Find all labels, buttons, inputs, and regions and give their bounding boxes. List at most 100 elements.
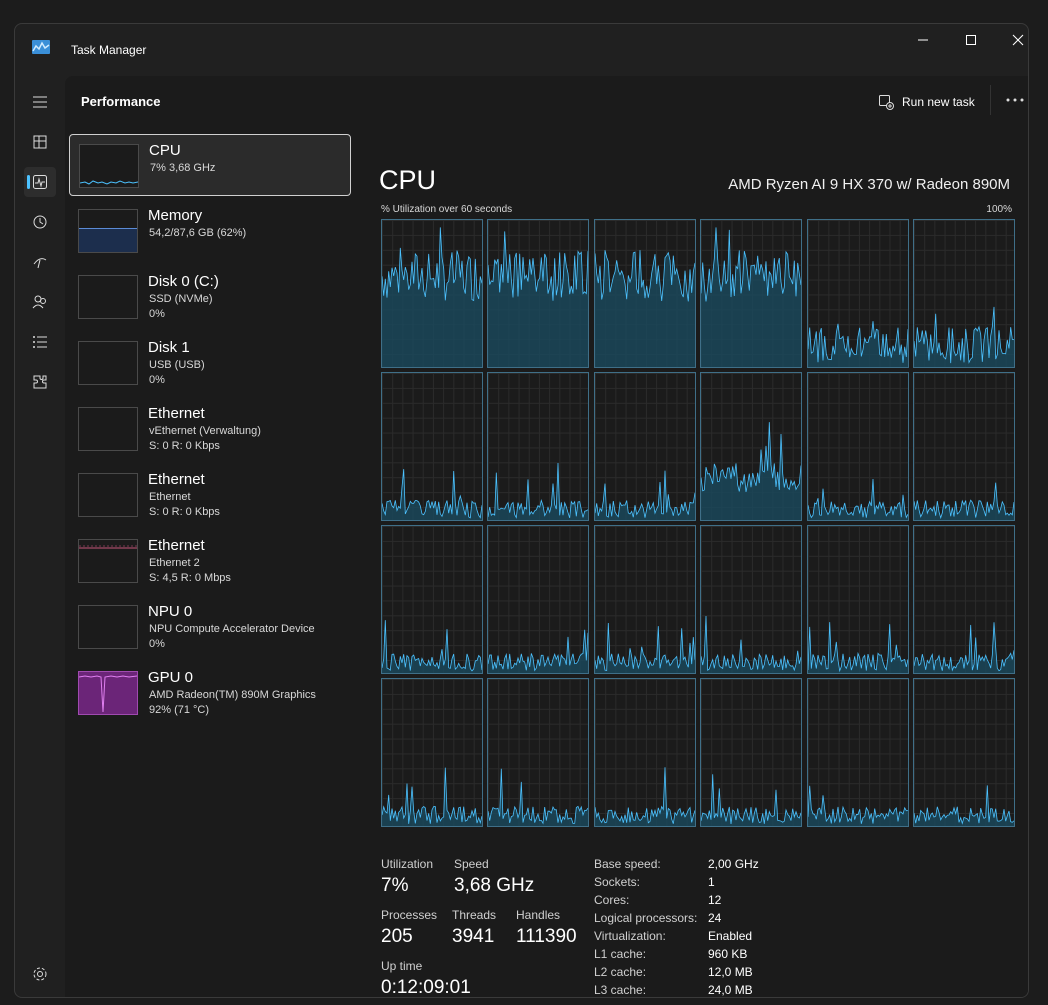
device-disk-0[interactable]: Disk 0 (C:) SSD (NVMe) 0% <box>69 266 351 328</box>
utilization-area <box>382 620 482 673</box>
spec-label: L1 cache: <box>594 947 647 961</box>
device-thumbnail <box>78 275 138 319</box>
utilization-area <box>382 767 482 826</box>
app-history-icon[interactable] <box>24 207 56 237</box>
performance-icon[interactable] <box>24 167 56 197</box>
utilization-line <box>382 620 482 671</box>
device-thumbnail <box>78 671 138 715</box>
utilization-line <box>488 630 588 671</box>
device-list: CPU 7% 3,68 GHz Memory 54,2/87,6 GB (62%… <box>69 134 351 728</box>
device-value: 0% <box>149 374 165 386</box>
spec-value: 2,00 GHz <box>708 857 759 871</box>
handles-value: 111390 <box>516 926 577 947</box>
device-ethernet-vethernet[interactable]: Ethernet vEthernet (Verwaltung) S: 0 R: … <box>69 398 351 460</box>
device-value: 0% <box>149 638 165 650</box>
utilization-line <box>914 785 1014 823</box>
device-name: Ethernet <box>148 405 205 422</box>
minimize-button[interactable] <box>900 24 946 56</box>
processor-graph <box>913 219 1015 368</box>
maximize-icon <box>966 35 976 45</box>
spec-value: 1 <box>708 875 715 889</box>
users-icon[interactable] <box>24 287 56 317</box>
threads-label: Threads <box>452 908 497 922</box>
utilization-line <box>914 483 1014 518</box>
spec-value: 960 KB <box>708 947 748 961</box>
speed-value: 3,68 GHz <box>454 875 535 896</box>
utilization-area <box>914 785 1014 826</box>
processor-graph <box>806 372 909 521</box>
utilization-area <box>807 479 908 520</box>
run-new-task-label: Run new task <box>902 95 975 109</box>
utilization-line <box>914 307 1014 363</box>
services-icon[interactable] <box>24 367 56 397</box>
device-thumbnail <box>78 341 138 385</box>
device-disk-1[interactable]: Disk 1 USB (USB) 0% <box>69 332 351 394</box>
device-thumbnail <box>78 539 138 583</box>
run-new-task-button[interactable]: Run new task <box>878 91 975 113</box>
header-separator <box>990 85 991 115</box>
hamburger-menu-icon[interactable] <box>24 87 56 117</box>
device-value: S: 0 R: 0 Kbps <box>149 440 220 452</box>
device-memory[interactable]: Memory 54,2/87,6 GB (62%) <box>69 200 351 262</box>
spec-label: Virtualization: <box>594 929 666 943</box>
utilization-area <box>594 622 695 673</box>
utilization-line <box>808 622 908 671</box>
startup-apps-icon[interactable] <box>24 247 56 277</box>
processor-graph <box>700 525 803 674</box>
processor-graph <box>593 372 696 521</box>
device-name: Ethernet <box>148 537 205 554</box>
utilization-line <box>701 774 801 824</box>
uptime-label: Up time <box>381 959 423 973</box>
processor-graph <box>487 219 590 368</box>
utilization-area <box>382 227 482 367</box>
spec-label: Base speed: <box>594 857 661 871</box>
utilization-line <box>488 231 588 300</box>
page-header: Performance Run new task <box>65 76 1028 124</box>
device-cpu[interactable]: CPU 7% 3,68 GHz <box>69 134 351 196</box>
minimize-icon <box>918 39 928 41</box>
spec-label: L2 cache: <box>594 965 647 979</box>
maximize-button[interactable] <box>948 24 994 56</box>
utilization-value: 7% <box>381 875 409 896</box>
device-value: 92% (71 °C) <box>149 704 210 716</box>
close-button[interactable] <box>995 24 1028 56</box>
utilization-line <box>595 471 695 518</box>
utilization-line <box>808 786 908 824</box>
utilization-area <box>914 622 1014 673</box>
cpu-title: CPU <box>379 165 437 195</box>
utilization-line <box>808 321 908 363</box>
utilization-area <box>807 321 908 367</box>
device-ethernet[interactable]: Ethernet Ethernet S: 0 R: 0 Kbps <box>69 464 351 526</box>
utilization-line <box>488 463 588 518</box>
settings-icon[interactable] <box>24 959 56 989</box>
utilization-label: Utilization <box>381 857 434 871</box>
processor-graph <box>806 525 909 674</box>
utilization-area <box>914 482 1014 520</box>
spec-label: L3 cache: <box>594 983 647 997</box>
processes-icon[interactable] <box>24 127 56 157</box>
spec-value: 24,0 MB <box>708 983 753 997</box>
utilization-max-label: 100% <box>986 204 1012 215</box>
processor-graph <box>700 219 803 368</box>
processor-graph <box>913 525 1015 674</box>
processor-graph <box>487 525 590 674</box>
utilization-line <box>488 769 588 824</box>
device-name: Ethernet <box>148 471 205 488</box>
device-subtitle: vEthernet (Verwaltung) <box>149 425 261 437</box>
utilization-line <box>382 469 482 518</box>
close-icon <box>1012 34 1024 46</box>
utilization-area <box>701 616 802 673</box>
window-title: Task Manager <box>71 43 147 57</box>
details-icon[interactable] <box>24 327 56 357</box>
device-name: Disk 1 <box>148 339 190 356</box>
utilization-line <box>595 767 695 823</box>
device-value: 0% <box>149 308 165 320</box>
threads-value: 3941 <box>452 926 495 947</box>
more-options-icon[interactable] <box>1001 88 1028 112</box>
processor-graph <box>806 678 909 827</box>
device-gpu-0[interactable]: GPU 0 AMD Radeon(TM) 890M Graphics 92% (… <box>69 662 351 724</box>
device-ethernet-2[interactable]: Ethernet Ethernet 2 S: 4,5 R: 0 Mbps <box>69 530 351 592</box>
content-area: Performance Run new task CPU 7% 3,68 GHz <box>65 76 1028 997</box>
processes-label: Processes <box>381 908 438 922</box>
device-npu-0[interactable]: NPU 0 NPU Compute Accelerator Device 0% <box>69 596 351 658</box>
